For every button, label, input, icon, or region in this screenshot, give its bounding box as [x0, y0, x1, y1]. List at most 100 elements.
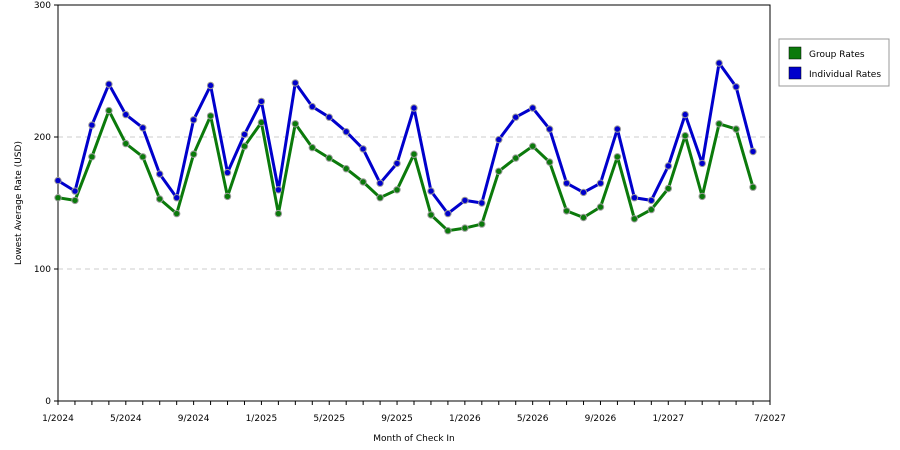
x-tick-label: 5/2025: [313, 414, 345, 424]
gridlines: [58, 136, 770, 270]
x-tick-label: 9/2024: [178, 414, 210, 424]
data-point-group-rates: [240, 142, 249, 150]
data-point-individual-rates: [88, 121, 96, 129]
data-point-individual-rates: [325, 113, 333, 121]
data-point-group-rates: [88, 153, 96, 161]
data-point-individual-rates: [749, 147, 757, 156]
series-group-rates: [54, 106, 757, 235]
data-point-individual-rates: [393, 159, 401, 168]
data-point-individual-rates: [715, 59, 723, 67]
data-point-individual-rates: [732, 83, 740, 91]
data-point-group-rates: [596, 203, 605, 211]
data-point-individual-rates: [139, 124, 147, 132]
x-tick-label: 5/2024: [110, 414, 142, 424]
data-point-individual-rates: [189, 116, 198, 124]
data-point-group-rates: [461, 224, 469, 232]
data-point-group-rates: [342, 165, 350, 173]
data-point-group-rates: [139, 153, 147, 161]
series-line-individual-rates: [57, 61, 755, 216]
y-tick-label: 300: [34, 1, 51, 11]
data-point-group-rates: [427, 211, 435, 219]
data-point-group-rates: [749, 183, 757, 191]
data-point-group-rates: [359, 178, 367, 186]
x-tick-label: 1/2027: [652, 414, 684, 424]
data-point-individual-rates: [579, 188, 588, 197]
x-tick-label: 5/2026: [517, 414, 549, 424]
data-point-individual-rates: [410, 104, 418, 112]
data-point-group-rates: [478, 220, 486, 228]
legend-label-group-rates: Group Rates: [809, 50, 865, 60]
data-point-individual-rates: [596, 179, 605, 187]
data-point-individual-rates: [681, 110, 689, 119]
data-point-group-rates: [529, 142, 537, 150]
series-line-group-rates: [57, 109, 755, 233]
x-axis: 1/2024 5/2024 9/2024 1/2025 5/2025 9/2025 1/20…: [42, 401, 786, 424]
data-point-individual-rates: [173, 194, 181, 202]
data-point-group-rates: [173, 209, 181, 218]
data-point-individual-rates: [495, 135, 503, 144]
y-tick-label: 0: [45, 397, 51, 407]
data-point-individual-rates: [240, 130, 249, 139]
legend-swatch-individual-rates: [788, 66, 802, 80]
legend-swatch-group-rates: [788, 46, 802, 60]
y-axis-title: Lowest Average Rate (USD): [14, 141, 24, 265]
data-point-individual-rates: [122, 110, 130, 119]
data-point-group-rates: [393, 186, 401, 194]
series-lines: [54, 59, 757, 235]
data-point-group-rates: [410, 150, 418, 158]
data-point-individual-rates: [698, 159, 706, 168]
data-point-individual-rates: [71, 187, 79, 195]
y-tick-label: 200: [34, 133, 51, 143]
data-point-individual-rates: [223, 168, 232, 177]
y-tick-label: 100: [34, 265, 51, 275]
data-point-group-rates: [681, 132, 689, 140]
data-point-group-rates: [495, 167, 503, 176]
data-point-group-rates: [291, 120, 299, 128]
data-point-individual-rates: [630, 194, 639, 202]
x-tick-label: 1/2025: [246, 414, 278, 424]
data-point-group-rates: [223, 192, 232, 201]
data-point-individual-rates: [664, 162, 672, 170]
data-point-group-rates: [562, 207, 571, 215]
data-point-group-rates: [325, 154, 333, 162]
data-point-individual-rates: [342, 128, 350, 136]
x-tick-label: 9/2026: [585, 414, 617, 424]
data-point-group-rates: [54, 194, 62, 202]
data-point-group-rates: [613, 153, 622, 161]
legend: Group Rates Individual Rates: [778, 38, 890, 87]
data-point-individual-rates: [545, 125, 554, 133]
data-point-individual-rates: [562, 179, 571, 187]
data-point-individual-rates: [613, 125, 622, 133]
data-point-group-rates: [647, 205, 655, 214]
y-axis: 0 100 200 300: [34, 1, 58, 407]
data-point-individual-rates: [427, 187, 435, 195]
data-point-group-rates: [664, 184, 672, 193]
x-tick-label: 1/2026: [449, 414, 481, 424]
data-point-group-rates: [732, 125, 740, 133]
data-point-individual-rates: [461, 196, 469, 205]
data-point-group-rates: [630, 215, 639, 223]
data-point-individual-rates: [444, 209, 452, 218]
data-point-individual-rates: [478, 199, 486, 207]
data-point-individual-rates: [54, 176, 62, 185]
data-point-individual-rates: [529, 104, 537, 112]
data-point-group-rates: [206, 112, 215, 120]
data-point-individual-rates: [308, 102, 316, 111]
data-point-group-rates: [444, 227, 452, 235]
data-point-group-rates: [122, 139, 130, 148]
data-point-group-rates: [376, 194, 384, 202]
series-individual-rates: [54, 59, 757, 218]
x-tick-label: 9/2025: [381, 414, 413, 424]
data-point-group-rates: [156, 195, 164, 203]
data-point-group-rates: [715, 120, 723, 128]
data-point-individual-rates: [257, 97, 266, 106]
data-point-group-rates: [545, 158, 554, 166]
data-point-individual-rates: [512, 113, 520, 121]
data-point-individual-rates: [376, 179, 384, 187]
data-point-group-rates: [308, 143, 316, 152]
data-point-individual-rates: [105, 80, 113, 88]
legend-label-individual-rates: Individual Rates: [809, 70, 881, 80]
data-point-group-rates: [579, 213, 588, 222]
data-point-individual-rates: [291, 79, 299, 87]
